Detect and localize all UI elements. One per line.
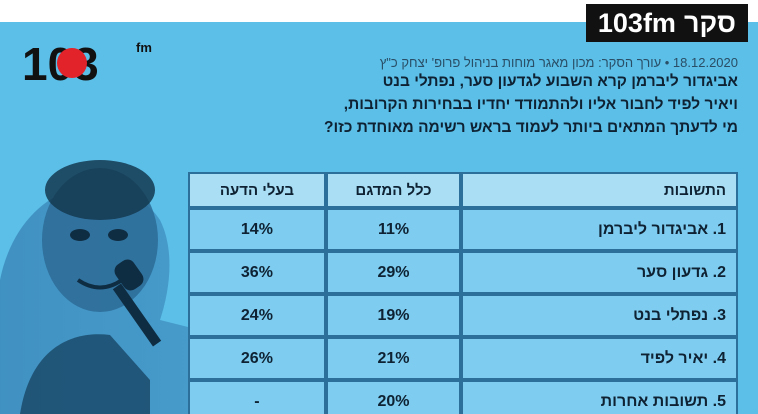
all-sample-cell: 19% — [325, 294, 462, 337]
all-sample-cell: 21% — [325, 337, 462, 380]
results-table: התשובות כלל המדגם בעלי הדעה 1. אביגדור ל… — [188, 172, 738, 414]
all-sample-cell: 20% — [325, 380, 462, 414]
logo-103fm-icon: 103 fm — [22, 36, 162, 90]
question-line: אביגדור ליברמן קרא השבוע לגדעון סער, נפת… — [382, 73, 738, 90]
table-row: 5. תשובות אחרות 20% - — [188, 380, 738, 414]
with-opinion-cell: 26% — [188, 337, 326, 380]
poll-question: אביגדור ליברמן קרא השבוע לגדעון סער, נפת… — [138, 70, 738, 139]
table-header-row: התשובות כלל המדגם בעלי הדעה — [188, 172, 738, 208]
with-opinion-cell: 36% — [188, 251, 326, 294]
all-sample-cell: 11% — [325, 208, 462, 251]
logo-suffix: fm — [136, 40, 152, 55]
header-answers: התשובות — [461, 172, 738, 208]
with-opinion-cell: - — [188, 380, 326, 414]
all-sample-cell: 29% — [325, 251, 462, 294]
poll-badge: סקר 103fm — [585, 4, 748, 42]
table-row: 1. אביגדור ליברמן 11% 14% — [188, 208, 738, 251]
badge-title: סקר — [683, 7, 736, 38]
badge-brand: 103fm — [597, 7, 676, 38]
answer-cell: 3. נפתלי בנט — [461, 294, 738, 337]
question-line: מי לדעתך המתאים ביותר לעמוד בראש רשימה מ… — [324, 119, 738, 136]
header-all-sample: כלל המדגם — [325, 172, 462, 208]
answer-cell: 5. תשובות אחרות — [461, 380, 738, 414]
question-line: ויאיר לפיד לחבור אליו ולהתמודד יחדיו בבח… — [343, 96, 738, 113]
answer-cell: 4. יאיר לפיד — [461, 337, 738, 380]
with-opinion-cell: 14% — [188, 208, 326, 251]
table-row: 4. יאיר לפיד 21% 26% — [188, 337, 738, 380]
poll-meta: 18.12.2020 • עורך הסקר: מכון מאגר מוחות … — [379, 55, 738, 70]
table-row: 2. גדעון סער 29% 36% — [188, 251, 738, 294]
header-with-opinion: בעלי הדעה — [188, 172, 326, 208]
answer-cell: 2. גדעון סער — [461, 251, 738, 294]
table-row: 3. נפתלי בנט 19% 24% — [188, 294, 738, 337]
answer-cell: 1. אביגדור ליברמן — [461, 208, 738, 251]
with-opinion-cell: 24% — [188, 294, 326, 337]
